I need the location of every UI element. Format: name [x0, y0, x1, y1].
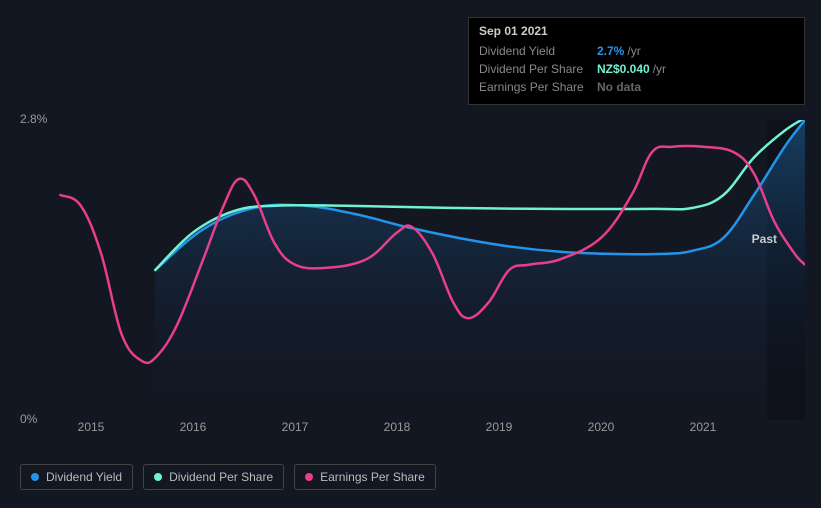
tooltip-unit: /yr: [653, 60, 666, 78]
x-axis-label: 2015: [78, 420, 105, 434]
area-fill: [155, 120, 805, 420]
tooltip-label: Dividend Per Share: [479, 60, 597, 78]
x-axis-label: 2019: [486, 420, 513, 434]
x-axis-label: 2021: [690, 420, 717, 434]
tooltip-label: Dividend Yield: [479, 42, 597, 60]
legend-item[interactable]: Earnings Per Share: [294, 464, 436, 490]
legend-item[interactable]: Dividend Per Share: [143, 464, 284, 490]
chart-svg: [40, 120, 805, 420]
legend-dot: [154, 473, 162, 481]
chart-container: 2.8%0% 2015201620172018201920202021 Past: [20, 100, 805, 450]
legend-label: Dividend Yield: [46, 470, 122, 484]
tooltip-value: 2.7%: [597, 42, 624, 60]
x-axis-label: 2016: [180, 420, 207, 434]
tooltip-value: No data: [597, 78, 641, 96]
legend: Dividend Yield Dividend Per Share Earnings…: [20, 464, 436, 490]
plot-area: [40, 120, 805, 420]
tooltip-label: Earnings Per Share: [479, 78, 597, 96]
legend-label: Earnings Per Share: [320, 470, 425, 484]
legend-item[interactable]: Dividend Yield: [20, 464, 133, 490]
past-label: Past: [752, 232, 777, 246]
tooltip-row: Dividend Yield2.7%/yr: [479, 42, 794, 60]
tooltip-unit: /yr: [627, 42, 640, 60]
x-axis-label: 2018: [384, 420, 411, 434]
legend-label: Dividend Per Share: [169, 470, 273, 484]
tooltip-date: Sep 01 2021: [479, 24, 794, 38]
x-axis-label: 2020: [588, 420, 615, 434]
y-axis-label: 0%: [20, 412, 37, 426]
chart-tooltip: Sep 01 2021 Dividend Yield2.7%/yrDividen…: [468, 17, 805, 105]
tooltip-value: NZ$0.040: [597, 60, 650, 78]
legend-dot: [31, 473, 39, 481]
tooltip-row: Earnings Per ShareNo data: [479, 78, 794, 96]
legend-dot: [305, 473, 313, 481]
tooltip-row: Dividend Per ShareNZ$0.040/yr: [479, 60, 794, 78]
x-axis-label: 2017: [282, 420, 309, 434]
